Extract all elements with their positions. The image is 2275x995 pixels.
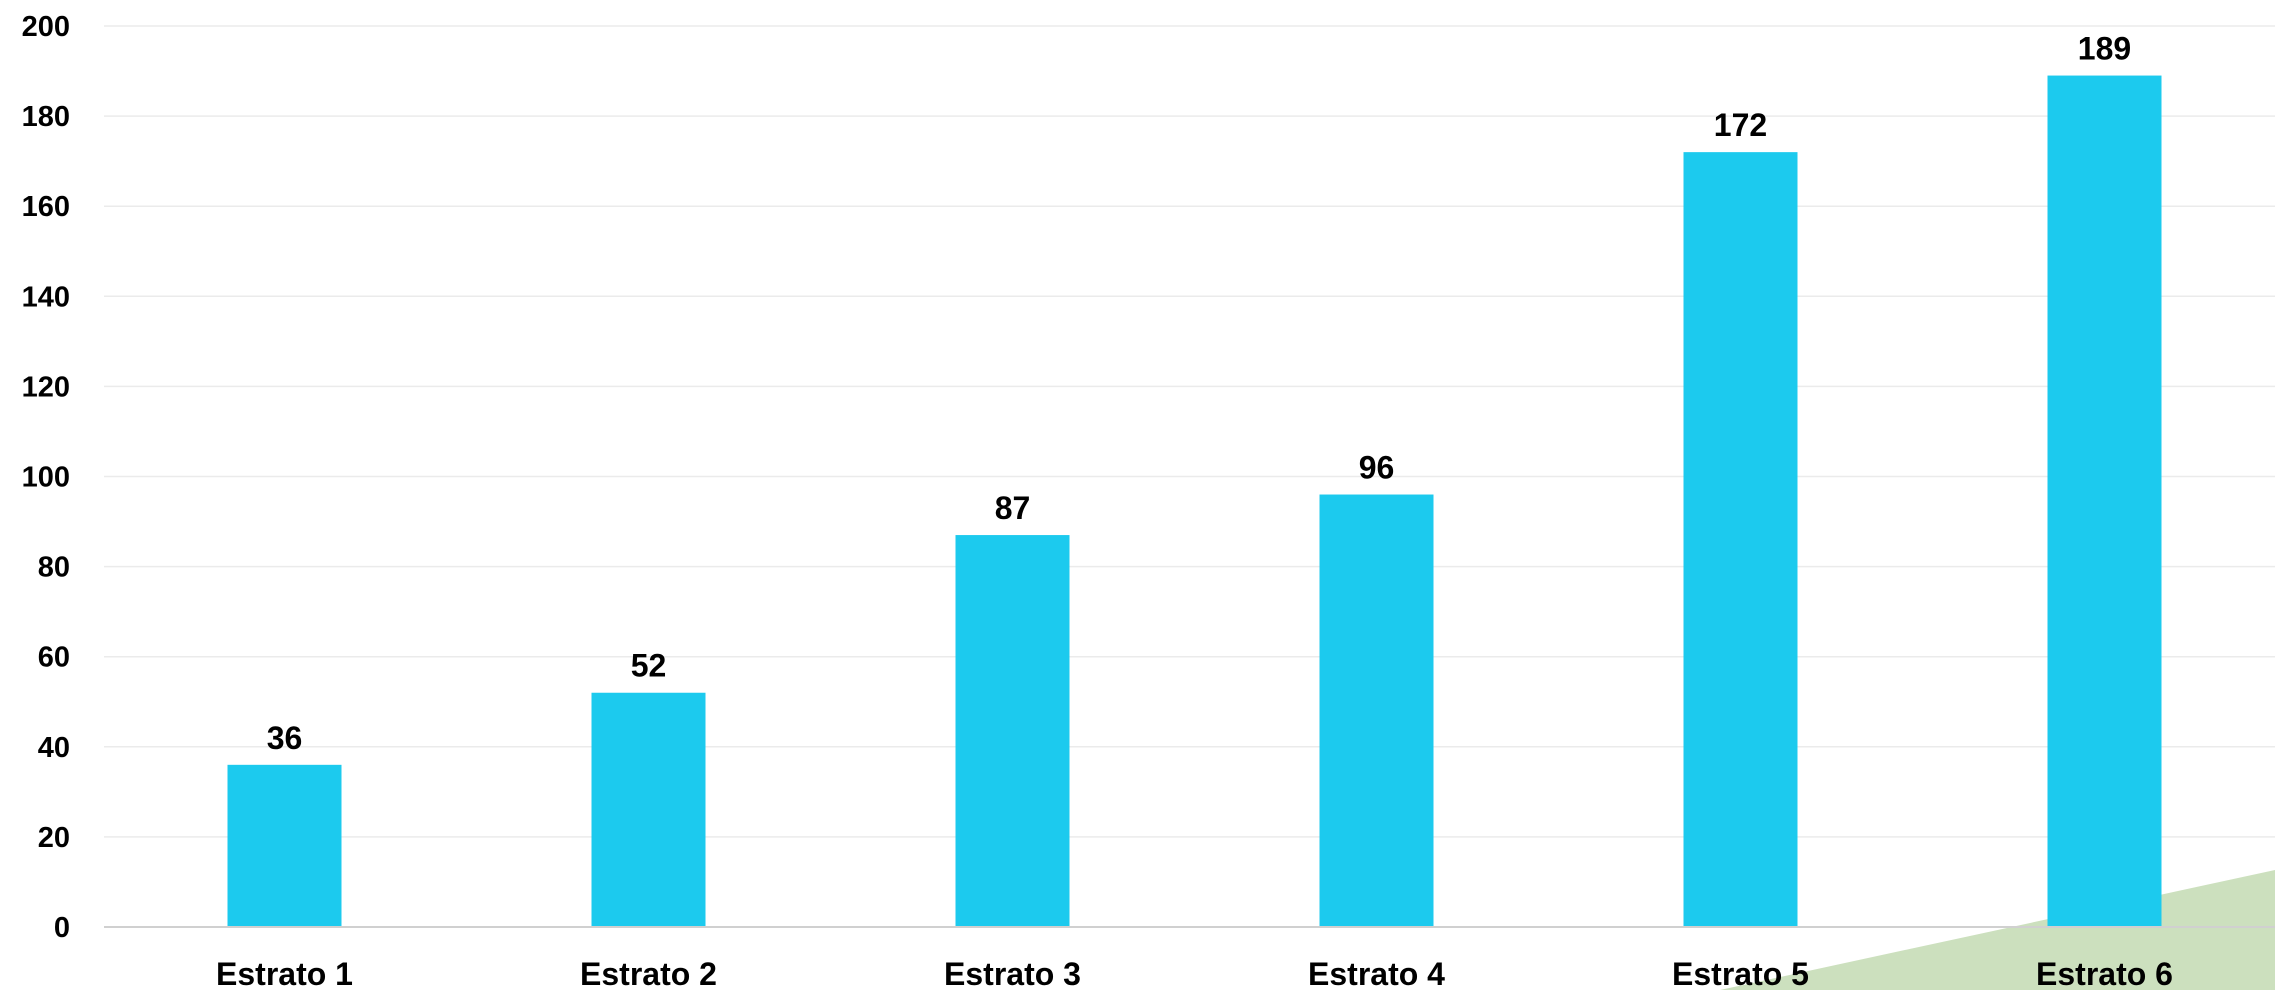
bar	[1683, 152, 1798, 927]
y-tick-label: 40	[38, 732, 70, 764]
x-tick-label: Estrato 6	[2036, 956, 2173, 990]
y-tick-label: 140	[22, 281, 70, 313]
y-tick-label: 80	[38, 552, 70, 584]
x-tick-label: Estrato 1	[216, 956, 353, 990]
data-label: 36	[267, 720, 303, 756]
y-tick-label: 0	[54, 912, 70, 944]
y-tick-label: 20	[38, 822, 70, 854]
data-label: 189	[2078, 31, 2131, 67]
y-tick-label: 100	[22, 462, 70, 494]
bar	[955, 535, 1070, 927]
y-tick-label: 120	[22, 371, 70, 403]
y-tick-label: 200	[22, 11, 70, 43]
bar	[227, 764, 342, 927]
x-tick-label: Estrato 4	[1308, 956, 1445, 990]
data-labels: 36 52 87 96 172 189	[267, 31, 2131, 756]
x-axis-tick-labels: Estrato 1 Estrato 2 Estrato 3 Estrato 4 Estr…	[216, 956, 2173, 992]
y-tick-label: 60	[38, 642, 70, 674]
x-tick-label: Estrato 2	[580, 956, 717, 990]
y-tick-label: 160	[22, 191, 70, 223]
y-tick-label: 180	[22, 101, 70, 133]
y-axis-tick-labels: 0 20 40 60 80 100 120 140 160 180 200	[22, 11, 70, 944]
bar	[591, 692, 706, 927]
data-label: 52	[631, 648, 667, 684]
data-label: 96	[1359, 450, 1395, 486]
gridlines	[104, 25, 2275, 838]
bar	[2047, 75, 2162, 928]
bars	[227, 75, 2162, 928]
bar	[1319, 494, 1434, 927]
x-tick-label: Estrato 5	[1672, 956, 1809, 990]
data-label: 87	[995, 490, 1031, 526]
x-tick-label: Estrato 3	[944, 956, 1081, 990]
data-label: 172	[1714, 107, 1767, 143]
